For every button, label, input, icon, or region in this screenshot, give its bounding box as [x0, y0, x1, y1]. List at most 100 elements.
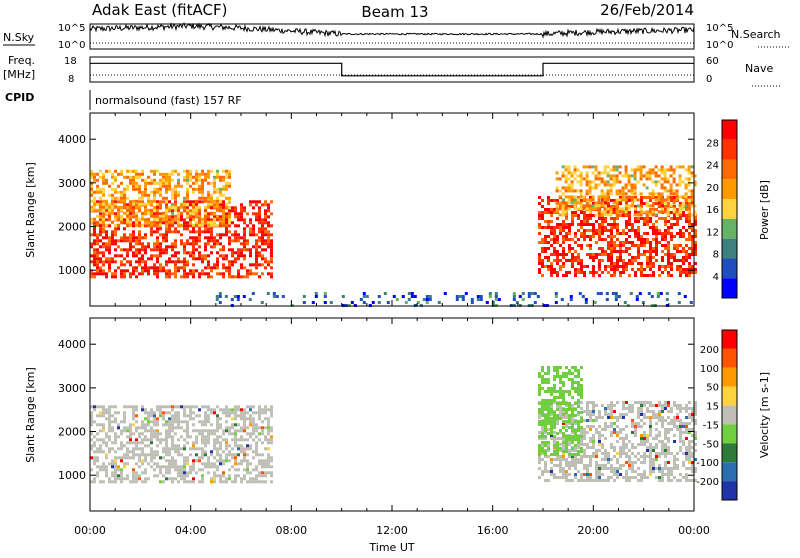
echo-cell [228, 275, 231, 279]
echo-cell [174, 462, 177, 466]
echo-cell [640, 196, 643, 199]
echo-cell [615, 189, 619, 193]
echo-cell [105, 275, 108, 279]
echo-cell [676, 247, 679, 250]
echo-cell [183, 468, 186, 472]
echo-cell [664, 238, 667, 241]
echo-cell [183, 227, 186, 231]
echo-cell [207, 205, 210, 209]
echo-cell [237, 474, 240, 478]
echo-cell [228, 432, 231, 436]
echo-cell [123, 199, 126, 203]
echo-cell [114, 435, 117, 439]
echo-cell [192, 465, 195, 469]
echo-cell [568, 438, 571, 441]
echo-cell [658, 464, 661, 467]
echo-cell [213, 456, 216, 460]
echo-cell [582, 204, 586, 208]
echo-cell [521, 292, 525, 295]
echo-cell [682, 425, 685, 428]
echo-cell [111, 275, 114, 279]
echo-cell [162, 266, 165, 270]
echo-cell [580, 473, 583, 476]
echo-cell [676, 232, 679, 235]
echo-cell [222, 193, 225, 197]
echo-cell [643, 473, 646, 476]
echo-cell [111, 414, 114, 418]
echo-cell [622, 446, 625, 449]
echo-cell [643, 404, 646, 407]
echo-cell [655, 250, 658, 253]
echo-cell [213, 471, 216, 475]
echo-cell [141, 447, 144, 451]
echo-cell [261, 254, 264, 258]
echo-cell [150, 441, 153, 445]
echo-cell [150, 266, 153, 270]
echo-cell [633, 213, 637, 217]
echo-cell [261, 429, 264, 433]
echo-cell [580, 447, 583, 450]
echo-cell [685, 428, 688, 431]
echo-cell [553, 387, 556, 390]
echo-cell [174, 414, 177, 418]
echo-cell [129, 202, 132, 206]
echo-cell [213, 175, 216, 179]
echo-cell [609, 177, 613, 181]
echo-cell [586, 413, 589, 416]
echo-cell [562, 384, 565, 387]
echo-cell [141, 196, 144, 200]
echo-cell [555, 207, 559, 211]
echo-cell [138, 233, 141, 237]
echo-cell [180, 211, 183, 215]
echo-cell [99, 220, 102, 224]
echo-cell [102, 208, 105, 212]
echo-cell [156, 260, 159, 264]
echo-cell [228, 248, 231, 252]
echo-cell [96, 459, 99, 463]
echo-cell [195, 175, 198, 179]
echo-cell [606, 207, 610, 211]
echo-cell [646, 250, 649, 253]
echo-cell [129, 178, 132, 182]
echo-cell [673, 440, 676, 443]
echo-cell [550, 467, 553, 470]
echo-cell [204, 420, 207, 424]
echo-cell [574, 408, 577, 411]
echo-cell [571, 431, 574, 434]
echo-cell [93, 272, 96, 276]
echo-cell [105, 260, 108, 264]
echo-cell [586, 446, 589, 449]
echo-cell [622, 404, 625, 407]
echo-cell [553, 396, 556, 399]
echo-cell [547, 268, 550, 271]
echo-cell [165, 208, 168, 212]
echo-cell [603, 213, 607, 217]
echo-cell [165, 181, 168, 185]
echo-cell [553, 259, 556, 262]
echo-cell [688, 401, 691, 404]
echo-cell [141, 245, 144, 249]
echo-cell [625, 223, 628, 226]
echo-cell [660, 177, 664, 181]
echo-cell [574, 420, 577, 423]
echo-cell [132, 208, 135, 212]
echo-cell [667, 232, 670, 235]
echo-cell [207, 212, 210, 216]
echo-cell [240, 462, 243, 466]
echo-cell [600, 180, 604, 184]
echo-cell [550, 238, 553, 241]
echo-cell [673, 199, 676, 202]
echo-cell [153, 468, 156, 472]
echo-cell [216, 468, 219, 472]
echo-cell [538, 402, 541, 405]
echo-cell [579, 189, 583, 193]
echo-cell [689, 301, 693, 304]
echo-cell [649, 250, 652, 253]
echo-cell [636, 165, 640, 169]
echo-cell [222, 245, 225, 249]
echo-cell [407, 292, 411, 295]
echo-cell [691, 419, 694, 422]
echo-cell [604, 449, 607, 452]
echo-cell [553, 458, 556, 461]
